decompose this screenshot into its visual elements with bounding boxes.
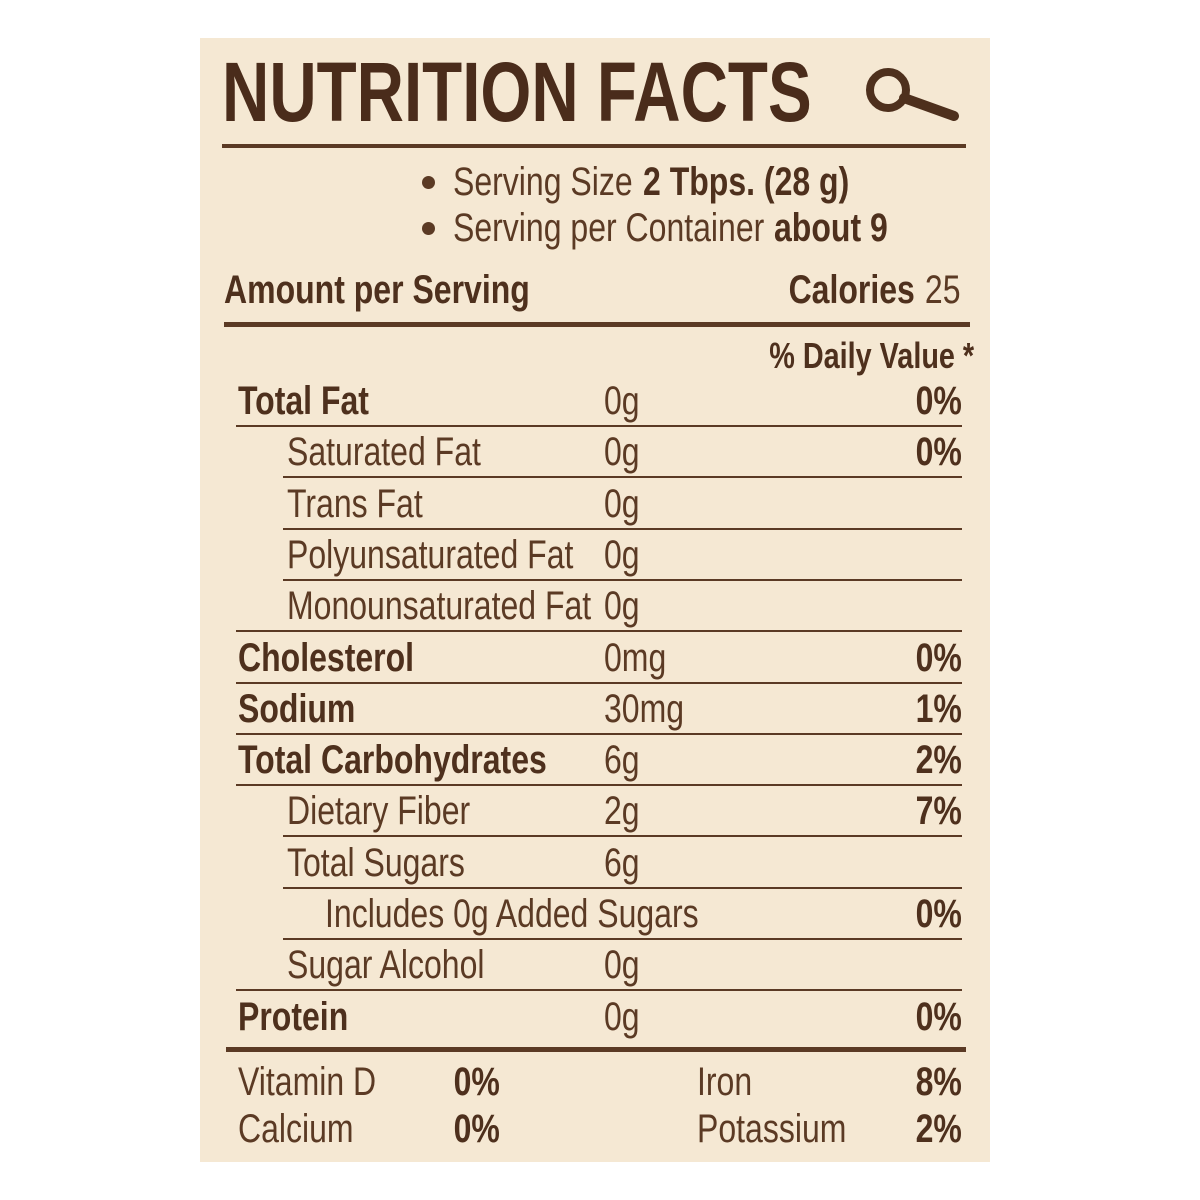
row-rule (283, 886, 962, 889)
row-rule (283, 527, 962, 530)
nutrient-dv: 0% (915, 379, 962, 423)
nutrient-amount: 0g (604, 379, 640, 423)
amount-per-serving: Amount per Serving (224, 268, 530, 312)
nutrient-name: Dietary Fiber (287, 789, 471, 834)
nutrient-amount: 30mg (604, 686, 685, 731)
nutrient-name: Total Carbohydrates (238, 738, 547, 783)
nutrient-name: Monounsaturated Fat (287, 584, 592, 629)
nutrient-name: Trans Fat (287, 481, 423, 526)
row-rule (236, 630, 962, 633)
row-rule (236, 989, 962, 992)
row-rule (236, 681, 962, 684)
nutrient-name: Protein (238, 994, 349, 1039)
nutrient-dv: 0% (915, 635, 962, 680)
nutrient-dv: 7% (915, 789, 962, 834)
nutrient-amount: 0g (604, 481, 640, 526)
nutrient-amount: 0g (604, 430, 640, 475)
vitamin-name: Iron (697, 1060, 753, 1104)
vitamin-name: Potassium (697, 1107, 847, 1151)
nutrient-amount: 6g (604, 840, 640, 885)
row-rule (283, 476, 962, 479)
nutrient-amount: 6g (604, 738, 640, 783)
vitamin-dv: 0% (453, 1060, 500, 1104)
serving-rule (224, 322, 970, 327)
magnifier-icon (866, 68, 959, 121)
serving-value: 2 Tbps. (28 g) (642, 160, 849, 204)
vitamin-name: Calcium (238, 1107, 354, 1151)
nutrient-amount: 0g (604, 994, 640, 1039)
row-rule (236, 784, 962, 787)
vitamin-dv: 8% (915, 1060, 962, 1104)
serving-label: Serving per Container (453, 206, 765, 250)
row-rule (236, 425, 962, 427)
title-rule (222, 144, 966, 148)
nutrient-name: Total Sugars (287, 840, 465, 885)
nutrient-name: Cholesterol (238, 635, 415, 680)
nutrient-name: Total Fat (238, 379, 369, 423)
nutrient-dv: 0% (915, 892, 962, 936)
nutrient-amount: 2g (604, 789, 640, 834)
nutrient-amount: 0mg (604, 635, 667, 680)
nutrient-dv: 0% (915, 430, 962, 475)
row-rule (283, 835, 962, 838)
vitamin-dv: 0% (453, 1107, 500, 1151)
bullet (422, 222, 435, 235)
bullet (422, 176, 435, 189)
nutrient-amount: 0g (604, 584, 640, 629)
nutrient-amount: 0g (604, 943, 640, 988)
row-rule (236, 732, 962, 735)
nutrient-name: Polyunsaturated Fat (287, 532, 574, 577)
nutrient-name: Saturated Fat (287, 430, 481, 475)
title: NUTRITION FACTS (222, 45, 812, 139)
daily-value-header: % Daily Value * (769, 335, 974, 376)
vitamin-rule (226, 1047, 966, 1052)
nutrient-name: Sugar Alcohol (287, 943, 485, 988)
vitamin-name: Vitamin D (238, 1060, 377, 1104)
nutrient-amount: 0g (604, 532, 640, 577)
row-rule (283, 578, 962, 581)
calories-label: Calories (788, 268, 915, 312)
row-rule (283, 938, 962, 940)
serving-value: about 9 (774, 206, 889, 250)
nutrient-dv: 0% (915, 994, 962, 1039)
label-panel (200, 38, 990, 1162)
nutrient-dv: 1% (915, 686, 962, 731)
nutrient-name: Includes 0g Added Sugars (325, 892, 699, 936)
calories-value: 25 (924, 268, 960, 312)
nutrient-dv: 2% (915, 738, 962, 783)
serving-label: Serving Size (453, 160, 633, 204)
nutrient-name: Sodium (238, 686, 356, 731)
vitamin-dv: 2% (915, 1107, 962, 1151)
